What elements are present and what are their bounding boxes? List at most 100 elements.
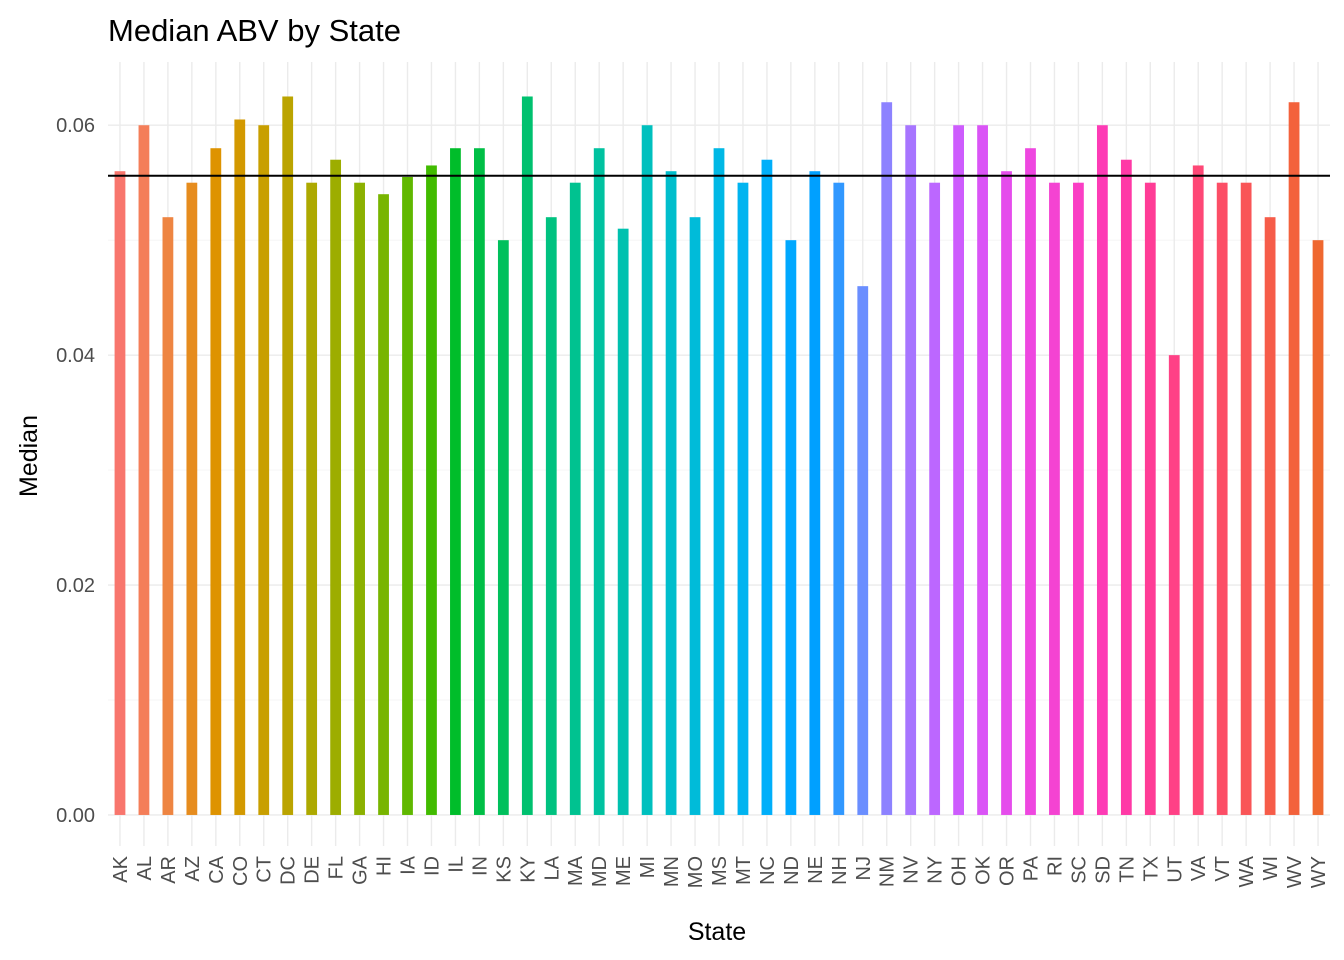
bar-wa — [1240, 182, 1252, 815]
x-tick-label-dc: DC — [278, 856, 300, 885]
x-tick-label-ny: NY — [925, 856, 947, 884]
y-tick-label: 0.02 — [56, 575, 95, 597]
bar-sd — [1096, 125, 1108, 815]
y-tick-label: 0.00 — [56, 805, 95, 827]
x-tick-label-va: VA — [1188, 855, 1210, 881]
bar-nm — [881, 102, 893, 815]
bar-va — [1192, 165, 1204, 815]
x-tick-label-ca: CA — [206, 855, 228, 883]
x-axis-ticks: AK AL AR AZ CA CO CT DC DE FL GA HI IA ID IL IN KS KY LA MA… — [110, 855, 1330, 888]
x-tick-label-ky: KY — [517, 856, 539, 883]
bar-ri — [1049, 182, 1060, 815]
bar-ak — [114, 171, 126, 815]
bar-in — [474, 148, 485, 815]
x-tick-label-mo: MO — [685, 856, 707, 888]
x-tick-label-wi: WI — [1260, 856, 1282, 880]
x-tick-label-fl: FL — [326, 856, 348, 879]
x-tick-label-ok: OK — [973, 855, 995, 885]
x-tick-label-ut: UT — [1164, 856, 1186, 883]
bar-vt — [1216, 182, 1228, 815]
x-tick-label-mn: MN — [661, 856, 683, 887]
y-axis-title: Median — [15, 415, 43, 497]
x-tick-label-vt: VT — [1212, 856, 1234, 882]
bar-wi — [1264, 217, 1276, 815]
x-tick-label-mi: MI — [637, 856, 659, 878]
x-tick-label-nj: NJ — [853, 856, 875, 880]
x-tick-label-nv: NV — [901, 855, 923, 883]
bar-mt — [737, 182, 749, 815]
x-tick-label-id: ID — [421, 856, 443, 876]
bar-ut — [1168, 355, 1180, 815]
bar-mo — [689, 217, 701, 815]
bar-id — [426, 165, 437, 815]
bar-ky — [521, 96, 533, 815]
bar-oh — [953, 125, 964, 815]
bar-az — [186, 182, 198, 815]
bar-nv — [905, 125, 917, 815]
x-tick-label-la: LA — [541, 855, 563, 880]
x-tick-label-tx: TX — [1140, 856, 1162, 882]
bar-nj — [857, 286, 869, 815]
bar-la — [545, 217, 557, 815]
x-tick-label-me: ME — [613, 856, 635, 886]
x-tick-label-ms: MS — [709, 856, 731, 886]
x-tick-label-wv: WV — [1284, 855, 1306, 888]
x-tick-label-nd: ND — [781, 856, 803, 885]
bar-co — [234, 119, 246, 815]
bar-tx — [1144, 182, 1156, 815]
bar-ne — [809, 171, 821, 815]
x-tick-label-oh: OH — [949, 856, 971, 886]
x-tick-label-sd: SD — [1092, 856, 1114, 884]
x-tick-label-sc: SC — [1068, 856, 1090, 884]
bar-ks — [497, 240, 509, 815]
x-tick-label-tn: TN — [1116, 856, 1138, 883]
x-tick-label-ri: RI — [1044, 856, 1066, 876]
bar-ia — [402, 176, 413, 815]
bar-nc — [761, 159, 773, 815]
x-tick-label-ak: AK — [110, 855, 132, 882]
bar-ny — [929, 182, 941, 815]
bar-wy — [1312, 240, 1324, 815]
x-tick-label-mt: MT — [733, 856, 755, 885]
y-tick-label: 0.06 — [56, 115, 95, 137]
x-tick-label-ma: MA — [565, 855, 587, 886]
chart-title: Median ABV by State — [108, 13, 401, 48]
bar-ca — [210, 148, 222, 815]
bar-sc — [1073, 182, 1084, 815]
x-tick-label-nh: NH — [829, 856, 851, 885]
bar-ct — [258, 125, 270, 815]
bar-or — [1001, 171, 1012, 815]
x-tick-label-ks: KS — [493, 856, 515, 883]
bar-pa — [1025, 148, 1036, 815]
bar-dc — [282, 96, 294, 815]
bar-md — [593, 148, 605, 815]
bar-nd — [785, 240, 797, 815]
bar-tn — [1120, 159, 1132, 815]
bar-mi — [641, 125, 653, 815]
x-tick-label-pa: PA — [1020, 855, 1042, 881]
x-tick-label-al: AL — [134, 856, 156, 880]
x-tick-label-md: MD — [589, 856, 611, 887]
bar-me — [617, 228, 629, 815]
y-tick-label: 0.04 — [56, 345, 95, 367]
bar-il — [450, 148, 461, 815]
x-tick-label-co: CO — [230, 856, 252, 886]
y-axis-ticks: 0.00 0.02 0.04 0.06 — [56, 115, 95, 827]
x-tick-label-ne: NE — [805, 856, 827, 884]
bar-ms — [713, 148, 725, 815]
bar-nh — [833, 182, 845, 815]
bar-ga — [354, 182, 365, 815]
x-tick-label-wy: WY — [1308, 856, 1330, 888]
x-axis-title: State — [688, 918, 746, 946]
x-tick-label-wa: WA — [1236, 855, 1258, 887]
bar-al — [138, 125, 150, 815]
x-tick-label-ct: CT — [254, 856, 276, 883]
x-tick-label-nm: NM — [877, 856, 899, 887]
bar-mn — [665, 171, 677, 815]
bar-ma — [569, 182, 581, 815]
bar-ok — [977, 125, 988, 815]
x-tick-label-ga: GA — [350, 855, 372, 885]
bar-wv — [1288, 102, 1300, 815]
x-tick-label-ar: AR — [158, 856, 180, 884]
